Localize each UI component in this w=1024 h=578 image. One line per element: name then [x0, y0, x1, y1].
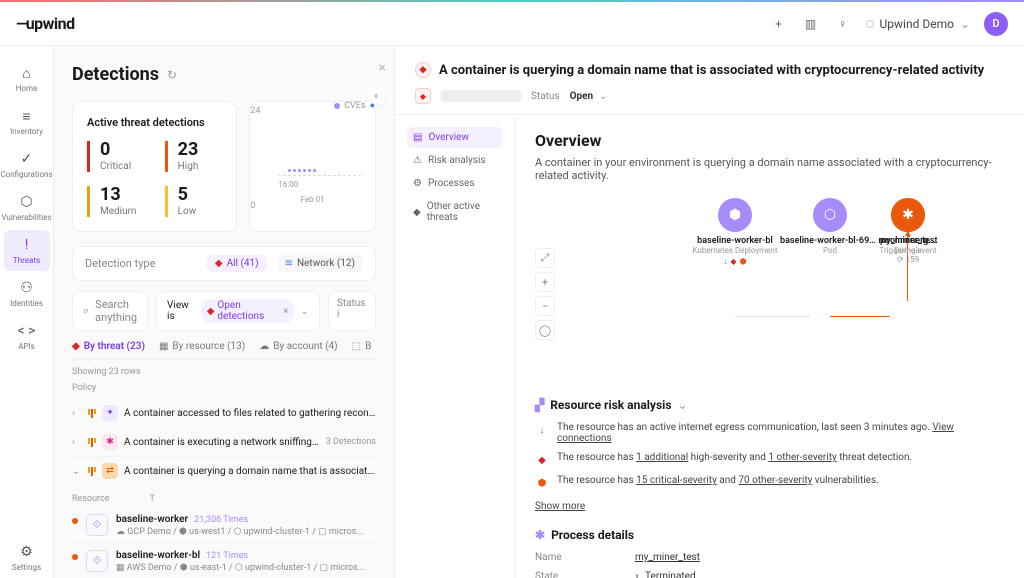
container-icon: ⟐ [86, 514, 108, 536]
hex-icon: ⬡ [18, 193, 36, 211]
sidebar-item-inventory[interactable]: ≡Inventory [4, 101, 50, 142]
stat-medium: 13Medium [87, 186, 145, 217]
bell-icon[interactable]: ♀ [834, 15, 852, 33]
sidebar-item-home[interactable]: ⌂Home [4, 58, 50, 99]
search-input[interactable]: ⌕Search anything [72, 291, 148, 331]
layout-icon[interactable]: ▥ [802, 15, 820, 33]
zoom-in-icon[interactable]: + [535, 272, 555, 292]
settings-icon: ⚙ [18, 543, 36, 561]
chart-icon: ▞ [535, 398, 544, 412]
close-icon[interactable]: × [379, 60, 386, 76]
nav-threats[interactable]: ◆Other active threats [407, 196, 502, 228]
status-filter[interactable]: Status i [328, 291, 376, 331]
logo: upwind [16, 14, 75, 33]
rows-count: Showing 23 rows [72, 367, 376, 377]
home-icon: ⌂ [18, 64, 36, 82]
stat-high: 23High [165, 141, 223, 172]
nav-processes[interactable]: ⚙Processes [407, 173, 502, 194]
process-name[interactable]: my_miner_test [635, 552, 700, 563]
pod-node-icon: ⬡ [813, 198, 847, 232]
zoom-out-icon[interactable]: − [535, 296, 555, 316]
threat-row[interactable]: › ✱ A container is executing a network s… [72, 428, 376, 457]
threat-row[interactable]: › ✦ A container accessed to files relate… [72, 399, 376, 428]
spark-icon [88, 467, 96, 476]
alert-icon: ! [18, 236, 36, 254]
account-switcher[interactable]: Upwind Demo ⌄ [866, 17, 971, 31]
show-more-risk[interactable]: Show more [535, 501, 585, 512]
progress-bar [441, 90, 521, 102]
zoom-fit-icon[interactable]: ⤢ [535, 248, 555, 268]
tab-by-resource[interactable]: ▦By resource (13) [159, 341, 245, 352]
stats-title: Active threat detections [87, 116, 222, 129]
zoom-reset-icon[interactable]: ◯ [535, 320, 555, 340]
threat-icon: ◆ [535, 453, 549, 467]
page-title: Detections [72, 64, 159, 85]
view-filter[interactable]: View is◆Open detections×⌄ [156, 291, 320, 331]
resource-row[interactable]: ⟐ baseline-worker-bl121 Times ▦ AWS Demo… [72, 544, 376, 578]
severity-badge: ◆ [415, 88, 431, 104]
column-header: Policy [72, 383, 376, 393]
code-icon: < > [18, 322, 36, 340]
detail-title: A container is querying a domain name th… [439, 63, 984, 78]
sidebar-item-identities[interactable]: ⚇Identities [4, 273, 50, 314]
gear-icon: ✱ [535, 528, 545, 542]
list-icon: ≡ [18, 107, 36, 125]
refresh-icon[interactable]: ↻ [167, 68, 177, 82]
check-icon: ✓ [18, 150, 36, 168]
stat-low: 5Low [165, 186, 223, 217]
sidebar-item-configurations[interactable]: ✓Configurations [4, 144, 50, 185]
resource-row[interactable]: ⟐ baseline-worker21,306 Times ☁ GCP Demo… [72, 508, 376, 544]
threat-graph: ⤢ + − ◯ ▲ ⇄ pool.minerg... Domain [535, 198, 1004, 378]
policy-icon: ✦ [102, 405, 118, 421]
policy-icon: ✱ [102, 434, 118, 450]
tab-by-threat[interactable]: ◆By threat (23) [72, 341, 145, 352]
filter-network[interactable]: ≋Network (12) [277, 255, 363, 272]
tab-by-account[interactable]: ☁By account (4) [259, 341, 337, 352]
sidebar: ⌂Home ≡Inventory ✓Configurations ⬡Vulner… [0, 46, 54, 578]
trigger-node-icon: ✱ [891, 198, 925, 232]
shield-icon: ◆ [415, 62, 431, 78]
tab-more[interactable]: ⬚B [352, 341, 372, 352]
mini-chart [278, 116, 361, 176]
sidebar-item-apis[interactable]: < >APIs [4, 316, 50, 357]
overview-desc: A container in your environment is query… [535, 156, 1004, 182]
deployment-node-icon: ⬢ [718, 198, 752, 232]
detection-type-filter: Detection type ◆All (41) ≋Network (12) [72, 246, 376, 281]
search-icon: ⌕ [83, 304, 89, 318]
threat-row[interactable]: ⌄ ⇄ A container is querying a domain nam… [72, 457, 376, 486]
sidebar-item-settings[interactable]: ⚙Settings [4, 537, 50, 578]
container-icon: ⟐ [86, 550, 108, 572]
sidebar-item-threats[interactable]: !Threats [4, 230, 50, 271]
overview-heading: Overview [535, 131, 1004, 150]
person-icon: ⚇ [18, 279, 36, 297]
nav-risk[interactable]: ⚠Risk analysis [407, 150, 502, 171]
vuln-icon: ⬢ [535, 476, 549, 490]
stat-critical: 0Critical [87, 141, 145, 172]
filter-all[interactable]: ◆All (41) [207, 255, 267, 272]
policy-icon: ⇄ [102, 463, 118, 479]
spark-icon [88, 438, 96, 447]
nav-overview[interactable]: ▤Overview [407, 127, 502, 148]
sidebar-item-vulnerabilities[interactable]: ⬡Vulnerabilities [4, 187, 50, 228]
avatar[interactable]: D [984, 12, 1008, 36]
spark-icon [88, 409, 96, 418]
egress-icon: ↓ [535, 423, 549, 437]
add-icon[interactable]: + [770, 15, 788, 33]
